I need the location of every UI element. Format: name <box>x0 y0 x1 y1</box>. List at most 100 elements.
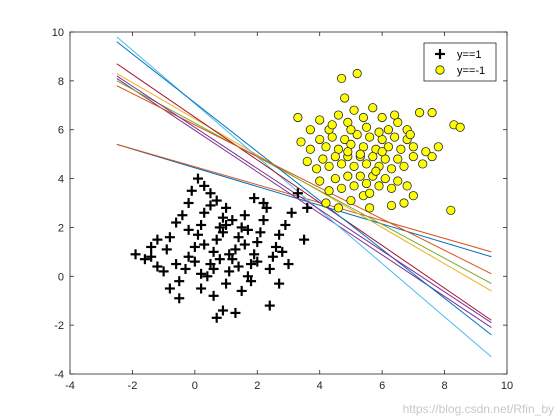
plus-point-59 <box>174 293 185 304</box>
legend-entry-y1: y==1 <box>435 49 481 61</box>
plus-point-38 <box>246 259 257 270</box>
plus-point-74 <box>183 224 194 235</box>
circle-point-1 <box>352 68 362 79</box>
boundary-line-1 <box>116 143 492 253</box>
circle-point-54 <box>399 161 409 171</box>
circle-point-91 <box>365 188 375 198</box>
plus-point-27 <box>211 234 222 245</box>
plus-point-56 <box>230 307 241 318</box>
circle-point-48 <box>361 159 372 169</box>
x-tick-label-4: 4 <box>317 380 323 392</box>
plus-point-60 <box>130 249 141 260</box>
circle-point-16 <box>427 108 437 118</box>
plus-point-58 <box>217 305 228 316</box>
circle-point-90 <box>405 130 415 140</box>
circle-point-77 <box>386 200 397 211</box>
circle-point-0 <box>336 73 347 84</box>
plus-point-26 <box>208 246 219 257</box>
plus-point-22 <box>196 219 207 230</box>
circle-point-86 <box>355 149 365 159</box>
circle-point-19 <box>296 137 306 147</box>
circle-point-22 <box>321 142 331 152</box>
circle-point-2 <box>293 112 303 123</box>
circle-point-6 <box>333 110 344 120</box>
plus-point-75 <box>208 263 219 274</box>
boundary-line-9 <box>116 75 492 324</box>
plus-point-39 <box>249 249 260 260</box>
circle-point-40 <box>311 164 322 174</box>
plus-point-34 <box>233 232 244 243</box>
circle-point-59 <box>324 186 334 196</box>
circle-point-49 <box>368 151 378 162</box>
boundary-line-4 <box>116 80 492 285</box>
plus-point-84 <box>171 259 182 270</box>
plus-point-66 <box>189 256 200 267</box>
circle-point-74 <box>346 195 356 206</box>
circle-point-29 <box>365 132 375 142</box>
scatter-points <box>130 68 465 323</box>
plus-point-19 <box>183 251 194 262</box>
circle-point-12 <box>383 125 393 135</box>
plus-point-17 <box>174 276 185 287</box>
x-tick-label-3: 2 <box>254 380 260 392</box>
plus-point-45 <box>267 251 278 262</box>
circle-point-43 <box>330 151 340 162</box>
circle-point-87 <box>371 166 381 176</box>
plus-point-69 <box>227 215 238 226</box>
circle-point-10 <box>368 103 378 113</box>
circle-point-9 <box>358 112 369 123</box>
circle-point-37 <box>421 147 431 157</box>
plus-point-68 <box>217 227 228 238</box>
plus-point-65 <box>246 276 257 287</box>
legend: y==1 y==-1 <box>423 42 497 82</box>
circle-point-80 <box>446 205 456 215</box>
circle-point-67 <box>374 181 384 191</box>
circle-point-55 <box>408 151 418 162</box>
circle-point-20 <box>305 144 315 154</box>
legend-circle-mark <box>435 65 445 75</box>
plus-point-61 <box>196 283 207 294</box>
plus-point-63 <box>221 278 232 289</box>
plus-point-33 <box>230 244 241 255</box>
plus-point-71 <box>205 200 216 211</box>
plus-point-16 <box>164 283 175 294</box>
x-tick-label-2: 0 <box>192 380 198 392</box>
plus-point-15 <box>211 195 222 206</box>
plus-point-57 <box>211 312 222 323</box>
legend-label-y1: y==1 <box>457 49 481 61</box>
plus-point-82 <box>242 224 253 235</box>
plus-point-30 <box>221 202 232 213</box>
boundary-lines <box>116 36 492 358</box>
circle-point-32 <box>383 142 393 152</box>
plus-point-6 <box>161 244 172 255</box>
plus-point-11 <box>186 185 197 196</box>
y-tick-label-4: 4 <box>58 174 64 186</box>
plus-point-49 <box>286 207 297 218</box>
circle-point-63 <box>349 181 359 191</box>
circle-point-33 <box>390 132 400 142</box>
boundary-line-5 <box>116 36 492 358</box>
plus-point-81 <box>214 254 225 265</box>
circle-point-73 <box>333 203 344 213</box>
circle-point-72 <box>321 198 331 208</box>
circle-point-36 <box>408 142 418 152</box>
plus-point-44 <box>264 263 275 274</box>
plus-point-51 <box>302 202 313 213</box>
y-tick-label-5: 6 <box>58 125 64 137</box>
plus-point-12 <box>192 173 203 184</box>
circle-point-76 <box>365 203 375 213</box>
y-tick-label-7: 10 <box>52 27 64 39</box>
circle-point-15 <box>414 108 425 118</box>
plus-point-29 <box>217 212 228 223</box>
plus-point-7 <box>164 232 175 243</box>
plus-point-31 <box>224 266 235 277</box>
plus-point-0 <box>139 254 150 265</box>
y-tick-label-2: 0 <box>58 271 64 283</box>
circle-point-38 <box>433 142 443 152</box>
watermark: https://blog.csdn.net/Rfin_by <box>402 402 554 416</box>
circle-point-85 <box>390 110 400 120</box>
plus-point-5 <box>152 234 163 245</box>
plus-point-48 <box>280 219 291 230</box>
legend-marker-circle <box>435 65 445 75</box>
